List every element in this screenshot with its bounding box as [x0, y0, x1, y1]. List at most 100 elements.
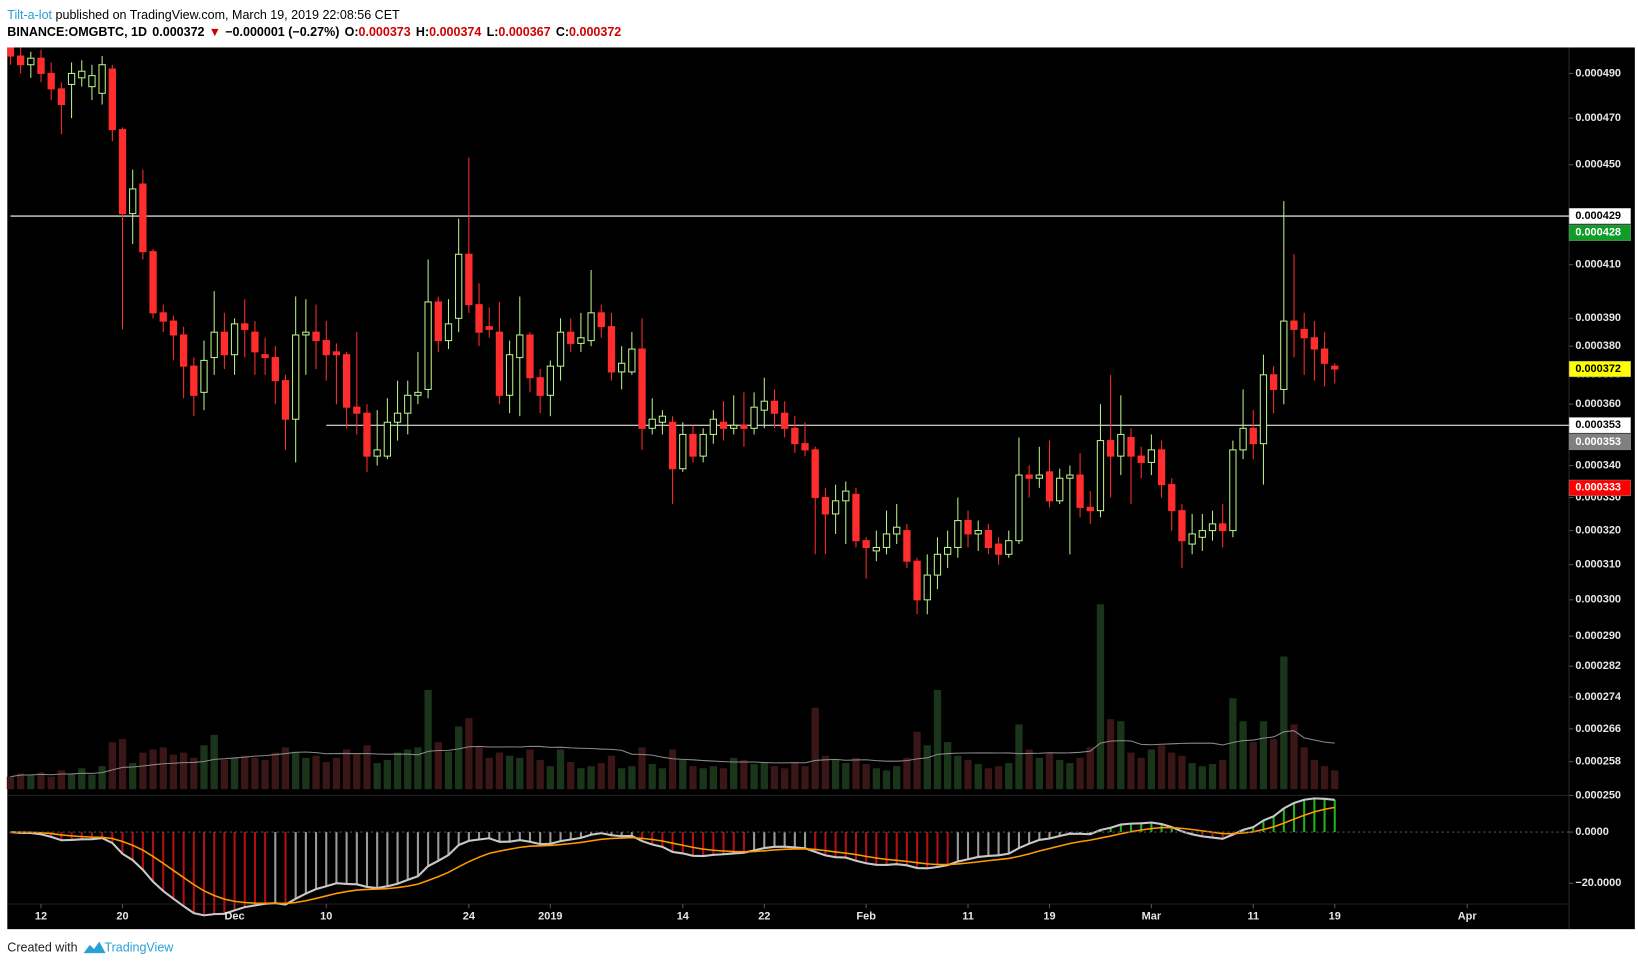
x-tick-label: 24 — [463, 911, 476, 923]
macd-bar — [467, 832, 470, 841]
volume-bar — [750, 764, 758, 790]
candle-body — [67, 72, 76, 85]
volume-bar — [261, 759, 269, 790]
x-tick-label: 14 — [677, 911, 690, 923]
volume-pane — [6, 604, 1339, 790]
candle-body — [159, 312, 167, 322]
y-tick-label: 0.000320 — [1575, 524, 1621, 536]
c: 0.000372 — [569, 25, 621, 39]
macd-bar — [243, 832, 246, 908]
candle-body — [1106, 440, 1115, 457]
candle-body — [536, 377, 544, 396]
volume-bar — [974, 764, 982, 790]
candle-body — [322, 340, 330, 356]
volume-bar — [1168, 752, 1176, 790]
volume-bar — [88, 774, 96, 790]
candle-body — [444, 323, 453, 342]
macd-bar — [916, 832, 919, 869]
macd-bar — [284, 832, 287, 905]
candle-body — [220, 331, 229, 356]
macd-bar — [579, 832, 582, 838]
volume-bar — [281, 747, 290, 790]
macd-bar — [416, 832, 419, 877]
y-tick-label: 0.000300 — [1575, 594, 1621, 606]
volume-bar — [220, 759, 229, 790]
candle-body — [373, 449, 381, 457]
macd-bar — [905, 832, 908, 866]
volume-bar — [1127, 752, 1135, 790]
volume-bar — [1290, 724, 1298, 790]
volume-bar — [139, 752, 147, 790]
candle-body — [1045, 471, 1054, 502]
candle-body — [577, 337, 585, 344]
volume-bar — [302, 757, 310, 790]
y-tick-label: 0.000470 — [1575, 112, 1621, 124]
volume-bar — [47, 776, 55, 790]
candle-body — [1229, 449, 1237, 532]
y-tick-label: 0.000410 — [1575, 259, 1621, 271]
price-label: 0.000353 — [1575, 436, 1621, 448]
candle-body — [1239, 427, 1247, 451]
volume-bar — [332, 757, 341, 790]
volume-bar — [1035, 757, 1043, 790]
price-pane — [7, 47, 1570, 615]
macd-bar — [1292, 802, 1296, 833]
candle-body — [556, 331, 565, 367]
volume-bar — [1066, 763, 1074, 790]
macd-bar — [1048, 832, 1051, 839]
author[interactable]: Tilt-a-lot — [7, 8, 52, 22]
macd-bar — [946, 832, 949, 866]
candle-body — [98, 64, 106, 94]
volume-bar — [67, 773, 76, 790]
macd-bar — [365, 832, 369, 887]
macd-bar — [1109, 827, 1112, 833]
macd-bar — [854, 832, 858, 861]
h: 0.000374 — [429, 25, 481, 39]
volume-bar — [587, 766, 595, 790]
candle-body — [1219, 523, 1227, 532]
candle-body — [831, 500, 840, 515]
x-tick-label: 11 — [1247, 911, 1259, 923]
volume-bar — [1096, 604, 1105, 790]
macd-tick-label: 0.0000 — [1575, 826, 1609, 838]
volume-bar — [322, 762, 330, 790]
macd-bar — [1323, 798, 1326, 833]
volume-bar — [821, 755, 830, 790]
candle-body — [964, 520, 972, 535]
volume-bar — [638, 747, 646, 790]
macd-bar — [447, 832, 450, 856]
macd-bar — [844, 832, 847, 858]
candle-body — [862, 540, 870, 548]
volume-bar — [383, 759, 392, 790]
volume-bar — [169, 754, 178, 790]
macd-bar — [518, 832, 521, 841]
footer-brand[interactable]: TradingView — [104, 940, 174, 954]
macd-bar — [325, 832, 328, 887]
macd-bar — [192, 832, 195, 914]
volume-bar — [37, 772, 45, 790]
volume-bar — [190, 757, 198, 790]
candle-body — [699, 433, 707, 457]
macd-bar — [620, 832, 623, 837]
macd-bar — [661, 832, 664, 847]
x-tick-label: Apr — [1458, 911, 1478, 923]
volume-bar — [893, 766, 901, 790]
volume-bar — [567, 762, 575, 790]
candle-body — [719, 421, 728, 429]
macd-bar — [1170, 827, 1173, 833]
price-label-box — [1568, 433, 1631, 451]
l: 0.000367 — [498, 25, 550, 39]
candle-body — [1178, 510, 1186, 542]
candle-body — [169, 320, 178, 336]
candle-body — [546, 365, 555, 396]
macd-bar — [1038, 832, 1041, 840]
candle-body — [567, 331, 575, 344]
macd-bar — [1252, 827, 1255, 833]
volume-bar — [760, 762, 768, 790]
volume-bar — [882, 770, 891, 790]
candle-body — [434, 301, 442, 342]
macd-bar — [1017, 832, 1021, 849]
volume-bar — [597, 763, 605, 790]
candle-body — [108, 68, 116, 131]
